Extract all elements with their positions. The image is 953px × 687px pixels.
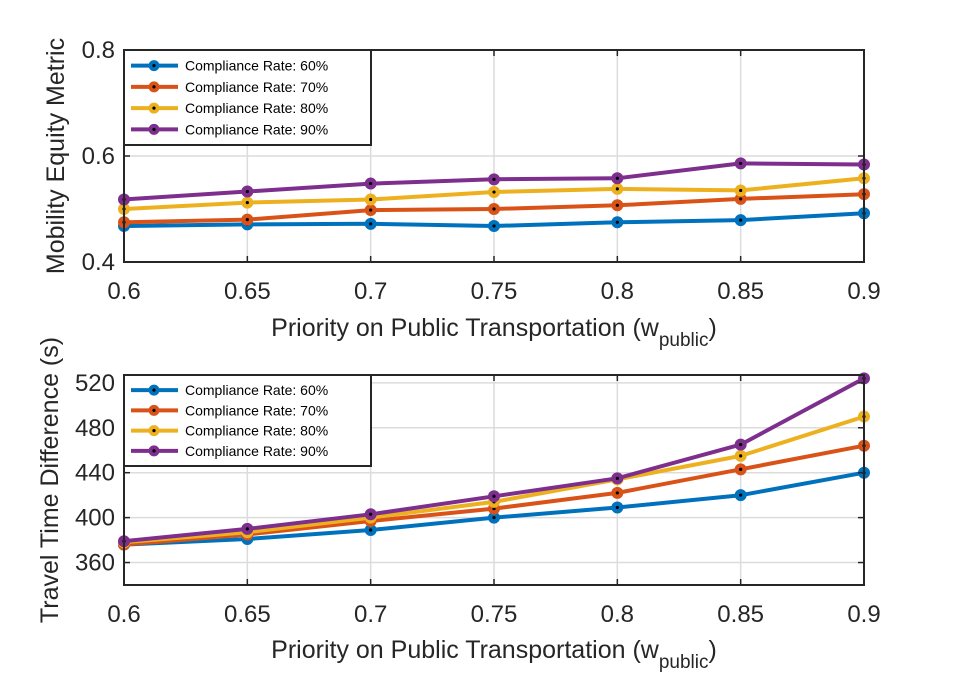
x-tick-label: 0.6 bbox=[107, 278, 140, 305]
y-tick-label: 480 bbox=[75, 415, 115, 442]
data-point-dot bbox=[739, 218, 743, 222]
data-point-dot bbox=[369, 197, 373, 202]
legend-swatch-dot bbox=[152, 64, 156, 68]
legend-entry-label: Compliance Rate: 70% bbox=[185, 79, 328, 95]
travel-time-chart: 0.6 0.65 0.7 0.75 0.8 0.85 0.9 360 400 440 480 520 P… bbox=[36, 337, 881, 673]
data-point-dot bbox=[739, 467, 743, 471]
x-tick-label: 0.8 bbox=[601, 601, 634, 628]
legend-swatch-dot bbox=[152, 429, 156, 433]
legend-entry-label: Compliance Rate: 70% bbox=[185, 402, 328, 418]
data-point-dot bbox=[492, 177, 496, 181]
x-tick-label: 0.75 bbox=[471, 278, 518, 305]
data-point-dot bbox=[739, 454, 743, 458]
data-point-dot bbox=[245, 218, 249, 222]
x-tick-label: 0.6 bbox=[107, 601, 140, 628]
legend-swatch-dot bbox=[152, 85, 156, 89]
legend-swatch-dot bbox=[152, 127, 156, 131]
legend-entry-label: Compliance Rate: 60% bbox=[185, 382, 328, 398]
data-point-dot bbox=[492, 207, 496, 211]
legend-swatch-dot bbox=[152, 106, 156, 110]
y-axis-label: Travel Time Difference (s) bbox=[36, 337, 64, 623]
x-tick-label: 0.7 bbox=[354, 278, 387, 305]
data-point-dot bbox=[615, 187, 619, 191]
legend-swatch-dot bbox=[152, 408, 156, 412]
data-point-dot bbox=[369, 512, 373, 516]
legend-swatch-dot bbox=[152, 388, 156, 392]
data-point-dot bbox=[492, 494, 496, 498]
data-point-dot bbox=[615, 203, 619, 207]
data-point-dot bbox=[492, 224, 496, 228]
y-axis-label: Mobility Equity Metric bbox=[42, 38, 70, 274]
x-tick-label: 0.85 bbox=[717, 278, 764, 305]
data-point-dot bbox=[245, 201, 249, 205]
x-tick-label: 0.9 bbox=[847, 601, 880, 628]
y-tick-label: 400 bbox=[75, 505, 115, 532]
mobility-equity-chart: 0.6 0.65 0.7 0.75 0.8 0.85 0.90.40.60.8Priorit… bbox=[42, 37, 881, 351]
legend: Compliance Rate: 60% Compliance Rate: 70%… bbox=[123, 49, 372, 146]
x-axis-label: Priority on Public Transportation (wpubl… bbox=[271, 636, 717, 673]
data-point-dot bbox=[369, 222, 373, 226]
legend-entry-label: Compliance Rate: 90% bbox=[185, 443, 328, 459]
x-tick-label: 0.8 bbox=[601, 278, 634, 305]
data-point-dot bbox=[245, 527, 249, 531]
data-point-dot bbox=[615, 176, 619, 180]
y-tick-label: 360 bbox=[75, 550, 115, 577]
data-point-dot bbox=[739, 188, 743, 193]
legend-entry-label: Compliance Rate: 80% bbox=[185, 100, 328, 116]
y-tick-label: 520 bbox=[75, 370, 115, 397]
x-tick-label: 0.9 bbox=[847, 278, 880, 305]
y-tick-label: 440 bbox=[75, 460, 115, 487]
data-point-dot bbox=[615, 505, 619, 510]
data-point-dot bbox=[492, 516, 496, 520]
y-tick-label: 0.8 bbox=[82, 37, 115, 64]
data-point-dot bbox=[739, 161, 743, 166]
data-point-dot bbox=[615, 476, 619, 480]
data-point-dot bbox=[369, 208, 373, 212]
x-tick-label: 0.85 bbox=[717, 601, 764, 628]
data-point-dot bbox=[369, 528, 373, 532]
legend-swatch-dot bbox=[152, 449, 156, 453]
x-tick-label: 0.75 bbox=[471, 601, 518, 628]
legend-entry-label: Compliance Rate: 90% bbox=[185, 121, 328, 137]
data-point-dot bbox=[739, 197, 743, 201]
legend: Compliance Rate: 60% Compliance Rate: 70%… bbox=[123, 374, 372, 467]
y-tick-label: 0.4 bbox=[82, 249, 115, 276]
legend-entry-label: Compliance Rate: 60% bbox=[185, 58, 328, 74]
data-point-dot bbox=[492, 190, 496, 194]
y-tick-label: 0.6 bbox=[82, 143, 115, 170]
data-point-dot bbox=[615, 220, 619, 224]
data-point-dot bbox=[245, 189, 249, 194]
x-tick-label: 0.7 bbox=[354, 601, 387, 628]
x-axis-label: Priority on Public Transportation (wpubl… bbox=[271, 314, 717, 351]
data-point-dot bbox=[369, 181, 373, 186]
legend-entry-label: Compliance Rate: 80% bbox=[185, 423, 328, 439]
x-tick-label: 0.65 bbox=[224, 601, 271, 628]
data-point-dot bbox=[739, 493, 743, 497]
x-tick-label: 0.65 bbox=[224, 278, 271, 305]
data-point-dot bbox=[739, 443, 743, 447]
data-point-dot bbox=[615, 491, 619, 495]
